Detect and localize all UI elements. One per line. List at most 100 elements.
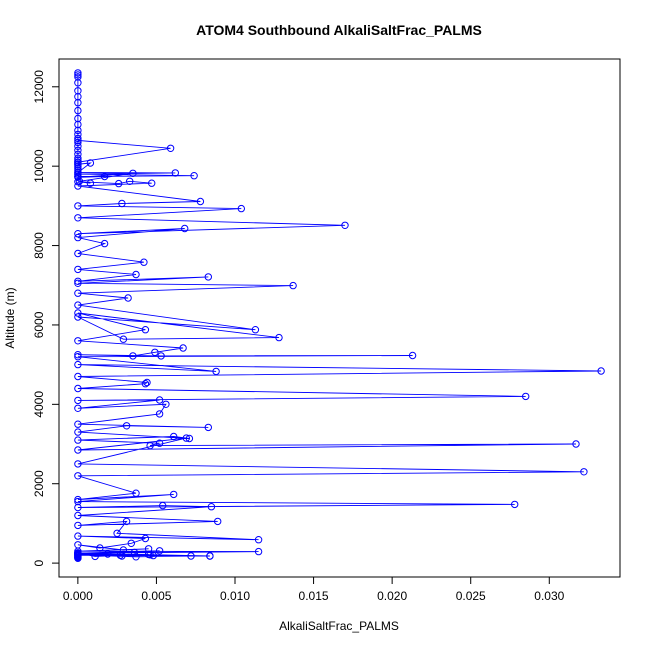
data-point [74,420,82,428]
data-point [207,503,216,511]
data-point [254,536,263,544]
series-line [76,72,602,559]
data-point [74,428,82,436]
data-point [74,384,82,393]
y-axis-label: Altitude (m) [3,287,17,348]
x-tick-label: 0.000 [63,589,93,603]
data-point [146,441,154,450]
x-tick-label: 0.015 [299,589,329,603]
data-point [126,177,134,186]
data-point [74,277,82,285]
data-point [341,221,349,230]
series-layer [74,69,605,562]
data-point [149,551,158,560]
data-point [408,351,417,360]
data-point [289,281,297,290]
data-point [132,489,140,497]
data-point [572,440,580,448]
data-point [74,313,82,321]
data-point [148,179,156,187]
data-point [74,521,82,530]
data-point [74,71,82,79]
data-point [141,326,150,334]
data-point [100,239,109,248]
data-point [254,547,263,556]
data-point [74,360,82,369]
data-point [74,503,82,512]
data-point [141,380,150,388]
data-point [157,352,165,360]
data-point [190,172,198,180]
data-point [170,432,178,441]
data-point [129,352,137,360]
data-point [74,173,82,182]
data-point [100,172,109,181]
data-point [74,138,82,147]
data-point [74,160,82,168]
plot-frame [58,58,621,578]
data-point [74,404,82,412]
data-point [74,351,82,359]
data-point [96,544,104,552]
data-point [74,309,82,317]
y-tick-label: 4000 [32,391,46,418]
x-tick-label: 0.020 [377,589,407,603]
data-point [74,396,82,405]
y-tick-label: 2000 [32,470,46,497]
data-point [251,326,260,334]
data-point [86,159,95,167]
data-point [204,423,213,432]
data-point [155,410,164,418]
data-point [116,551,125,559]
data-point [74,554,82,562]
data-point [74,202,82,210]
data-point [74,279,82,287]
data-point [204,273,213,281]
x-axis: 0.000 0.005 0.010 0.015 0.020 0.025 0.030 [63,576,565,603]
data-point [74,436,82,444]
data-point [196,197,205,206]
data-point [74,289,82,297]
data-point [74,230,82,238]
data-point [522,392,530,401]
data-point [74,353,82,361]
data-point [74,472,82,480]
data-point [74,214,82,222]
data-point [74,178,82,186]
data-point [74,106,82,115]
data-point [155,439,164,447]
data-point [237,204,246,213]
data-point [74,532,82,540]
data-point [74,511,82,520]
data-point [113,529,121,537]
y-tick-label: 6000 [32,311,46,338]
data-point [91,552,99,561]
data-point [214,517,222,526]
x-tick-label: 0.010 [220,589,250,603]
data-point [74,146,82,155]
data-point [74,69,82,77]
data-point [182,434,191,442]
data-point [146,551,154,559]
data-point [275,333,283,342]
data-point [74,87,82,95]
data-point [74,337,82,345]
data-point [74,460,82,468]
data-point [140,258,148,266]
data-point [104,550,112,558]
x-axis-label: AlkaliSaltFrac_PALMS [279,619,399,633]
data-point [86,179,95,187]
data-point [119,335,128,343]
data-point [74,446,82,454]
data-point [212,367,220,376]
x-tick-label: 0.030 [534,589,564,603]
data-point [141,534,150,543]
data-point [130,548,139,557]
data-point [74,158,82,166]
data-point [179,344,187,352]
y-axis: 0 2000 4000 6000 8000 10000 12000 [32,70,60,566]
data-point [170,490,178,499]
data-point [115,179,123,188]
data-point [151,348,159,356]
